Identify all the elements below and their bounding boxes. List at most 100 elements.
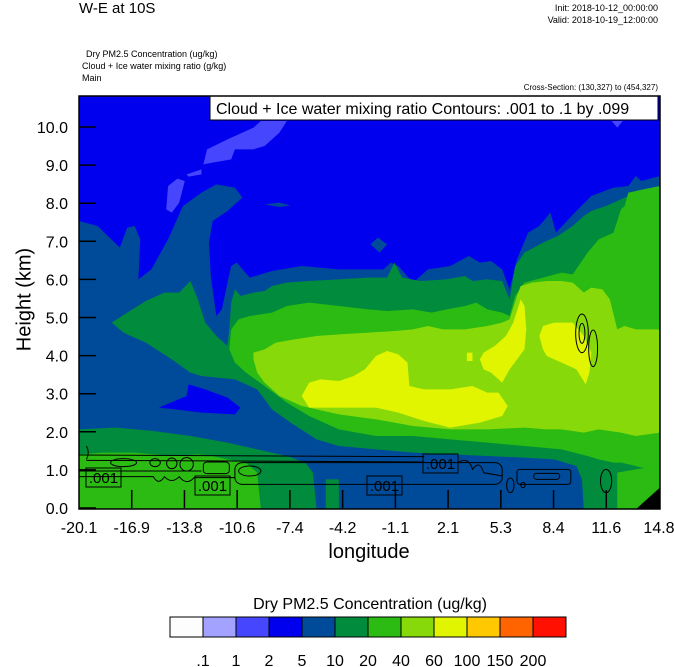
x-tick-label: 11.6 xyxy=(591,520,621,537)
contour-legend-box: Cloud + Ice water mixing ratio Contours:… xyxy=(209,95,659,121)
region-20-40 xyxy=(181,337,193,356)
region-2-5 xyxy=(186,169,202,177)
colorbar-label: 5 xyxy=(298,653,307,667)
x-tick-label: 5.3 xyxy=(490,520,512,537)
x-tick-label: 14.8 xyxy=(643,520,674,537)
x-axis-label: longitude xyxy=(328,541,410,563)
region-5-10 xyxy=(158,384,241,415)
colorbar-label: 40 xyxy=(392,653,410,667)
y-tick-label: 7.0 xyxy=(46,234,68,251)
cloud-contour-line xyxy=(86,446,88,459)
region-10-20 xyxy=(264,202,291,207)
contour-label: .001 xyxy=(89,470,118,487)
y-tick-label: 1.0 xyxy=(46,463,68,480)
contour-label-box xyxy=(366,475,403,496)
cloud-contour-line xyxy=(534,473,560,479)
filled-contour-field xyxy=(79,96,660,509)
cloud-contour-line xyxy=(589,330,598,367)
colorbar-swatch xyxy=(367,616,402,638)
x-tick-label: 8.4 xyxy=(542,520,564,537)
contour-label: .001 xyxy=(370,478,399,495)
y-tick-label: 5.0 xyxy=(46,311,68,328)
region-100-150 xyxy=(479,299,527,383)
axes: 0.01.02.03.04.05.06.07.08.09.010.0-20.1-… xyxy=(37,120,674,537)
cloud-contour-line xyxy=(86,460,424,462)
colorbar-label: 200 xyxy=(520,653,547,667)
cloud-contour-lines xyxy=(79,314,612,493)
colorbar-label: 60 xyxy=(425,653,443,667)
colorbar-label: 150 xyxy=(487,653,514,667)
field-label-pm25: Dry PM2.5 Concentration (ug/kg) xyxy=(86,49,218,59)
colorbar-swatch xyxy=(235,616,270,638)
region-100-150 xyxy=(539,322,592,385)
colorbar-label: .1 xyxy=(196,653,209,667)
cloud-contour-line xyxy=(79,455,424,457)
cloud-contour-line xyxy=(79,477,235,482)
region-2-5 xyxy=(166,178,185,213)
region-100-150 xyxy=(301,350,508,428)
cloud-contour-line xyxy=(579,323,585,343)
x-tick-label: 2.1 xyxy=(437,520,459,537)
contour-label: .001 xyxy=(426,456,455,473)
y-tick-label: 10.0 xyxy=(37,120,68,137)
cloud-contour-line xyxy=(521,482,525,487)
field-label-cloud: Cloud + Ice water mixing ratio (g/kg) xyxy=(82,61,227,71)
region-10-20 xyxy=(370,237,388,253)
terrain xyxy=(636,487,660,509)
region-20-40 xyxy=(325,479,339,509)
x-tick-label: -16.9 xyxy=(113,520,150,537)
y-tick-label: 8.0 xyxy=(46,196,68,213)
cloud-contour-line xyxy=(180,458,193,471)
region-2-5 xyxy=(611,120,623,128)
x-tick-label: -10.6 xyxy=(219,520,256,537)
cloud-contour-line xyxy=(239,466,261,476)
colorbar-swatch xyxy=(532,616,567,638)
x-tick-label: -20.1 xyxy=(61,520,98,537)
contour-label-box xyxy=(194,475,231,496)
colorbar-swatch xyxy=(169,616,204,638)
colorbar-label: 10 xyxy=(326,653,344,667)
contour-label-box xyxy=(85,467,122,488)
cloud-contour-line xyxy=(458,460,503,476)
colorbar-label: 20 xyxy=(359,653,377,667)
y-tick-label: 3.0 xyxy=(46,387,68,404)
colorbar-label: 1 xyxy=(232,653,241,667)
y-axis-label: Height (km) xyxy=(13,247,36,352)
cross-section-label: Cross-Section: (130,327) to (454,327) xyxy=(523,83,658,92)
colorbar-label: 100 xyxy=(454,653,481,667)
init-time: Init: 2018-10-12_00:00:00 xyxy=(554,3,658,13)
x-tick-label: -13.8 xyxy=(166,520,203,537)
cloud-contour-line xyxy=(576,314,589,353)
cloud-contour-line xyxy=(507,478,514,493)
colorbar-swatch xyxy=(466,616,501,638)
colorbar: .1 1 2 5 10 20 40 60 100 150 200 xyxy=(169,616,567,667)
colorbar-swatch xyxy=(400,616,435,638)
cloud-contour-line xyxy=(111,459,137,467)
colorbar-title: Dry PM2.5 Concentration (ug/kg) xyxy=(253,596,487,613)
colorbar-swatch xyxy=(301,616,336,638)
x-tick-label: -1.1 xyxy=(382,520,410,537)
cloud-contour-line xyxy=(235,463,502,485)
contour-legend-text: Cloud + Ice water mixing ratio Contours:… xyxy=(216,101,629,118)
x-tick-label: -7.4 xyxy=(276,520,304,537)
x-tick-label: -4.2 xyxy=(329,520,357,537)
contour-line-labels: .001 .001 .001 .001 xyxy=(85,453,459,496)
region-100-150 xyxy=(466,352,473,361)
colorbar-swatch xyxy=(334,616,369,638)
cloud-contour-line xyxy=(203,462,229,474)
y-tick-label: 6.0 xyxy=(46,272,68,289)
colorbar-swatch xyxy=(268,616,303,638)
colorbar-swatch xyxy=(433,616,468,638)
plot-title: W-E at 10S xyxy=(79,0,156,17)
contour-label: .001 xyxy=(198,478,227,495)
valid-time: Valid: 2018-10-19_12:00:00 xyxy=(547,15,658,25)
colorbar-swatch xyxy=(202,616,237,638)
cloud-contour-line xyxy=(167,458,177,469)
plot-frame xyxy=(78,95,661,510)
cloud-contour-line xyxy=(150,459,160,467)
field-label-main: Main xyxy=(82,73,102,83)
region-2-5 xyxy=(203,120,287,165)
colorbar-swatch xyxy=(499,616,534,638)
y-tick-label: 2.0 xyxy=(46,425,68,442)
